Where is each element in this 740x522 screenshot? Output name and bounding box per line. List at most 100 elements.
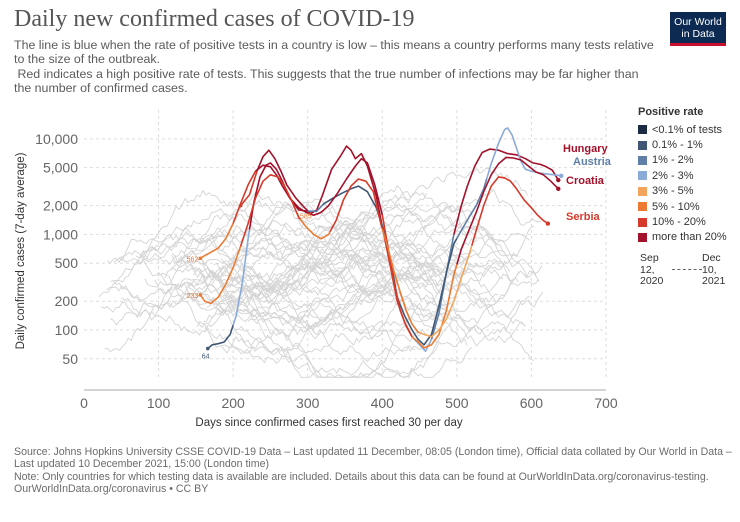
series-line-segment <box>255 157 384 217</box>
series-line-segment <box>471 176 549 246</box>
background-series-line <box>121 266 403 336</box>
time-legend-start: Sep 12, 2020 <box>640 252 664 287</box>
background-series-line <box>156 272 429 365</box>
background-series-line <box>201 263 445 376</box>
legend-swatch <box>638 140 647 150</box>
value-annotation: 64 <box>202 354 210 361</box>
background-series-line <box>144 278 480 356</box>
legend-swatch <box>638 171 647 181</box>
background-series-line <box>196 227 421 313</box>
legend-item[interactable]: 1% - 2% <box>638 153 738 168</box>
background-series-line <box>106 167 529 265</box>
series-line-segment <box>256 145 384 228</box>
y-tick-label: 1,000 <box>43 226 78 242</box>
background-series-line <box>139 254 531 347</box>
legend-label: 5% - 10% <box>652 200 700 213</box>
legend-label: 1% - 2% <box>652 154 694 167</box>
legend-swatch <box>638 202 647 212</box>
footer-note: Note: Only countries for which testing d… <box>14 470 709 483</box>
background-series-line <box>139 204 475 280</box>
x-tick-label: 100 <box>147 395 171 411</box>
series-end-point <box>556 177 561 183</box>
time-legend-line <box>672 269 702 270</box>
series-label: Serbia <box>566 211 601 223</box>
footer-link[interactable]: OurWorldInData.org/coronavirus • CC BY <box>14 482 209 495</box>
background-series-line <box>243 251 543 309</box>
background-series-line <box>206 207 476 313</box>
legend-swatch <box>638 155 647 165</box>
series-line-segment <box>430 234 455 340</box>
background-series-line <box>177 198 537 303</box>
y-axis-label: Daily confirmed cases (7-day average) <box>15 152 27 349</box>
legend-label: more than 20% <box>652 231 727 244</box>
legend-swatch <box>638 232 647 242</box>
series-line-segment <box>199 246 242 305</box>
background-series-line <box>113 265 434 322</box>
series-line-segment <box>456 178 488 239</box>
legend-title: Positive rate <box>638 106 704 118</box>
x-tick-label: 500 <box>445 395 469 411</box>
series-label: Hungary <box>563 143 609 155</box>
value-annotation: 233 <box>187 293 199 300</box>
background-series-line <box>229 240 499 312</box>
series-line-segment <box>453 148 559 235</box>
series-line-segment <box>199 223 234 259</box>
series-start-point <box>198 293 203 297</box>
legend-label: 3% - 5% <box>652 185 694 198</box>
value-annotation: 1585 <box>296 213 312 220</box>
chart-footer: Source: Johns Hopkins University CSSE CO… <box>14 446 734 495</box>
series-start-point <box>198 256 203 261</box>
background-series-line <box>110 189 478 294</box>
series-label: Austria <box>573 156 612 168</box>
series-line-segment <box>299 218 331 240</box>
value-annotation: 562 <box>187 256 199 263</box>
x-tick-label: 700 <box>594 395 618 411</box>
legend-label: 2% - 3% <box>652 169 694 182</box>
legend-item[interactable]: 5% - 10% <box>638 199 738 214</box>
subtitle-line: Red indicates a high positive rate of te… <box>14 66 642 96</box>
legend-swatch <box>638 186 647 196</box>
series-line-segment <box>411 264 458 349</box>
series-line-segment <box>485 127 562 180</box>
legend-item[interactable]: more than 20% <box>638 230 738 245</box>
legend-item[interactable]: 0.1% - 1% <box>638 137 738 152</box>
legend-item[interactable]: <0.1% of tests <box>638 122 738 137</box>
series-line-segment <box>232 170 257 224</box>
logo-line: Our World <box>674 16 722 28</box>
background-series-line <box>204 284 468 354</box>
background-series-line <box>187 250 544 318</box>
logo-line: in Data <box>681 28 715 40</box>
series-line-segment <box>456 156 559 265</box>
background-series-line <box>222 246 435 300</box>
x-tick-label: 300 <box>296 395 320 411</box>
x-axis-label: Days since confirmed cases first reached… <box>195 417 462 429</box>
legend-item[interactable]: 10% - 20% <box>638 214 738 229</box>
footer-source: Source: Johns Hopkins University CSSE CO… <box>14 446 735 471</box>
series-line-segment <box>239 170 258 207</box>
series-line-segment <box>419 245 473 338</box>
legend-label: 0.1% - 1% <box>652 139 703 152</box>
time-legend: Sep 12, 2020 Dec 10, 2021 <box>640 252 736 293</box>
background-series-line <box>213 229 540 340</box>
color-legend: Positive rate <0.1% of tests 0.1% - 1% 1% … <box>638 106 738 245</box>
legend-item[interactable]: 2% - 3% <box>638 168 738 183</box>
owid-logo[interactable]: Our World in Data <box>670 12 726 46</box>
background-series-line <box>154 210 504 296</box>
background-series-line <box>228 200 450 307</box>
series-end-point <box>545 221 551 226</box>
background-series-line <box>203 249 526 344</box>
x-tick-label: 400 <box>371 395 395 411</box>
series-line-segment <box>307 204 324 212</box>
legend-swatch <box>638 125 647 135</box>
x-tick-label: 600 <box>520 395 544 411</box>
y-tick-label: 500 <box>55 255 79 271</box>
y-tick-label: 10,000 <box>35 131 78 147</box>
legend-item[interactable]: 3% - 5% <box>638 184 738 199</box>
background-series-line <box>192 250 519 336</box>
page-title: Daily new confirmed cases of COVID-19 <box>14 6 415 32</box>
series-start-point <box>205 346 210 351</box>
time-legend-end: Dec 10, 2021 <box>702 252 726 287</box>
x-tick-label: 0 <box>80 395 88 411</box>
legend-label: <0.1% of tests <box>652 123 723 136</box>
y-tick-label: 2,000 <box>43 198 78 214</box>
